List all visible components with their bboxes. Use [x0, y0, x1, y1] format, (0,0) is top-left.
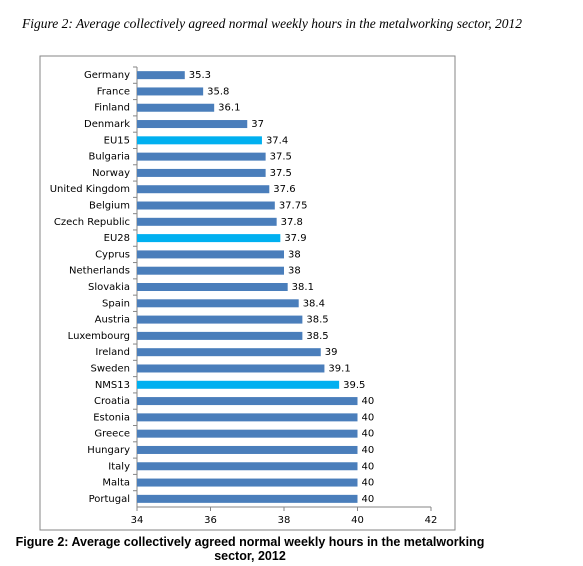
- y-tick-label: Greece: [94, 429, 130, 440]
- bar: [137, 136, 262, 145]
- bar: [137, 348, 321, 357]
- bar: [137, 185, 270, 194]
- value-label: 37.5: [270, 152, 292, 163]
- y-tick-label: Norway: [92, 168, 130, 179]
- y-tick-label: Malta: [102, 478, 130, 489]
- x-tick-label: 38: [278, 515, 291, 526]
- bar: [137, 478, 358, 487]
- y-tick-label: Sweden: [90, 363, 130, 374]
- bar: [137, 315, 303, 324]
- value-label: 37.5: [270, 168, 292, 179]
- bar: [137, 462, 358, 471]
- bar: [137, 445, 358, 454]
- value-label: 40: [362, 445, 375, 456]
- y-tick-label: Germany: [84, 70, 130, 81]
- y-tick-label: Portugal: [89, 494, 130, 505]
- bar: [137, 364, 325, 373]
- x-tick-label: 36: [204, 515, 217, 526]
- y-tick-label: Hungary: [87, 445, 130, 456]
- bar: [137, 283, 288, 291]
- y-tick-label: NMS13: [95, 380, 130, 391]
- y-tick-label: EU15: [104, 135, 130, 146]
- bar: [137, 103, 215, 112]
- bar: [137, 250, 284, 259]
- value-label: 40: [362, 412, 375, 423]
- y-tick-label: Slovakia: [88, 282, 130, 293]
- value-label: 38.1: [292, 282, 314, 293]
- bar: [137, 494, 358, 503]
- bar: [137, 168, 266, 177]
- value-label: 36.1: [218, 103, 240, 114]
- value-label: 38: [288, 266, 301, 277]
- bar: [137, 266, 284, 275]
- y-tick-label: Netherlands: [69, 266, 130, 277]
- y-tick-label: EU28: [104, 233, 130, 244]
- bar: [137, 299, 299, 308]
- chart-border: [39, 55, 456, 531]
- y-tick-label: Finland: [94, 103, 130, 114]
- y-tick-label: United Kingdom: [50, 184, 130, 195]
- value-label: 40: [362, 478, 375, 489]
- bar: [137, 413, 358, 422]
- bar: [137, 152, 266, 161]
- y-tick-label: Croatia: [94, 396, 130, 407]
- value-label: 38.5: [306, 331, 328, 342]
- y-tick-label: Italy: [108, 461, 130, 472]
- value-label: 38: [288, 249, 301, 260]
- value-label: 37: [251, 119, 264, 130]
- bar: [137, 397, 358, 406]
- x-tick-label: 42: [425, 515, 438, 526]
- value-label: 37.4: [266, 135, 288, 146]
- y-tick-label: France: [97, 86, 130, 97]
- value-label: 39.1: [328, 363, 350, 374]
- y-tick-label: Bulgaria: [89, 152, 130, 163]
- chart-caption: Figure 2: Average collectively agreed no…: [15, 535, 485, 563]
- y-tick-label: Luxembourg: [68, 331, 130, 342]
- value-label: 35.8: [207, 86, 229, 97]
- bar: [137, 87, 204, 96]
- y-tick-label: Belgium: [89, 201, 130, 212]
- value-label: 37.75: [279, 201, 308, 212]
- value-label: 38.5: [306, 315, 328, 326]
- bar: [137, 429, 358, 438]
- value-label: 39.5: [343, 380, 365, 391]
- y-tick-label: Ireland: [95, 347, 130, 358]
- bar: [137, 217, 277, 226]
- y-tick-label: Cyprus: [95, 249, 130, 260]
- y-tick-label: Austria: [95, 315, 130, 326]
- y-tick-label: Czech Republic: [54, 217, 130, 228]
- bar: [137, 380, 340, 389]
- value-label: 38.4: [303, 298, 325, 309]
- bar: [137, 201, 275, 210]
- value-label: 40: [362, 396, 375, 407]
- chart-title: Figure 2: Average collectively agreed no…: [22, 16, 523, 31]
- bar: [137, 331, 303, 340]
- x-tick-label: 34: [131, 515, 144, 526]
- y-tick-label: Spain: [102, 298, 130, 309]
- value-label: 39: [325, 347, 338, 358]
- bar: [137, 120, 248, 129]
- y-tick-label: Estonia: [93, 412, 130, 423]
- value-label: 40: [362, 461, 375, 472]
- value-label: 37.9: [284, 233, 306, 244]
- bar: [137, 71, 185, 80]
- value-label: 35.3: [189, 70, 211, 81]
- value-label: 40: [362, 429, 375, 440]
- y-tick-label: Denmark: [84, 119, 130, 130]
- value-label: 37.8: [281, 217, 303, 228]
- value-label: 40: [362, 494, 375, 505]
- value-label: 37.6: [273, 184, 295, 195]
- bar: [137, 234, 281, 243]
- x-tick-label: 40: [351, 515, 364, 526]
